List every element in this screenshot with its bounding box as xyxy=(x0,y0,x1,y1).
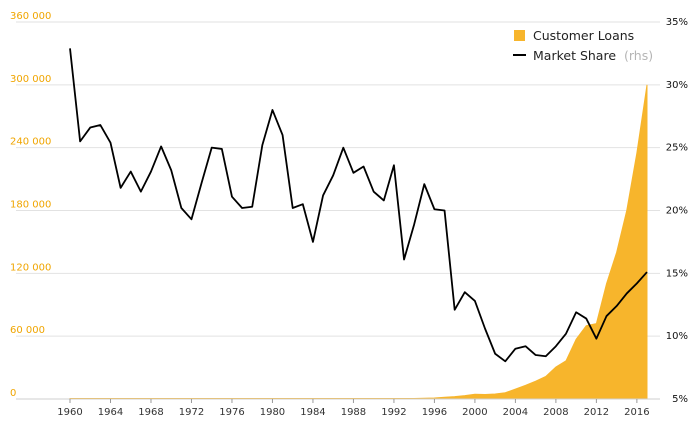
y-tick-label: 60 000 xyxy=(10,325,45,336)
y2-tick-label: 20% xyxy=(666,206,688,217)
x-tick-label: 1964 xyxy=(98,407,123,418)
legend-label-market-share-name: Market Share xyxy=(533,48,616,63)
x-tick-label: 2004 xyxy=(503,407,528,418)
x-tick-label: 2016 xyxy=(624,407,649,418)
y2-tick-label: 30% xyxy=(666,80,688,91)
x-tick-label: 2008 xyxy=(543,407,568,418)
x-tick-label: 1972 xyxy=(179,407,204,418)
y2-tick-label: 15% xyxy=(666,268,688,279)
x-tick-label: 1960 xyxy=(57,407,82,418)
legend: Customer Loans Market Share (rhs) xyxy=(513,28,653,63)
x-tick-label: 1984 xyxy=(300,407,325,418)
x-tick-label: 1992 xyxy=(381,407,406,418)
market-share-series xyxy=(69,48,648,363)
customer-loans-series xyxy=(69,84,648,400)
legend-label-market-share: Market Share (rhs) xyxy=(533,48,653,63)
market-share-line xyxy=(69,48,648,363)
x-tick-label: 1976 xyxy=(219,407,244,418)
y-tick-label: 180 000 xyxy=(10,200,51,211)
axes: 0 60 000 120 000 180 000 240 000 300 000 360 0… xyxy=(10,11,688,418)
legend-swatch-customer-loans xyxy=(514,30,525,41)
x-tick-label: 1968 xyxy=(138,407,163,418)
x-tick-label: 1988 xyxy=(341,407,366,418)
x-tick-label: 1996 xyxy=(422,407,447,418)
x-tick-label: 2012 xyxy=(584,407,609,418)
y-tick-label: 240 000 xyxy=(10,137,51,148)
y-tick-label: 360 000 xyxy=(10,11,51,22)
y-tick-label: 300 000 xyxy=(10,74,51,85)
y2-tick-label: 10% xyxy=(666,331,688,342)
legend-label-customer-loans: Customer Loans xyxy=(533,28,634,43)
y-tick-label: 0 xyxy=(10,388,16,399)
y2-tick-label: 5% xyxy=(672,394,688,405)
grid-lines xyxy=(16,21,660,337)
y2-tick-label: 25% xyxy=(666,143,688,154)
customer-loans-area xyxy=(69,84,648,400)
x-tick-label: 2000 xyxy=(462,407,487,418)
x-tick-label: 1980 xyxy=(260,407,285,418)
y2-tick-label: 35% xyxy=(666,17,688,28)
y-tick-label: 120 000 xyxy=(10,262,51,273)
legend-label-rhs-note: (rhs) xyxy=(624,48,653,63)
